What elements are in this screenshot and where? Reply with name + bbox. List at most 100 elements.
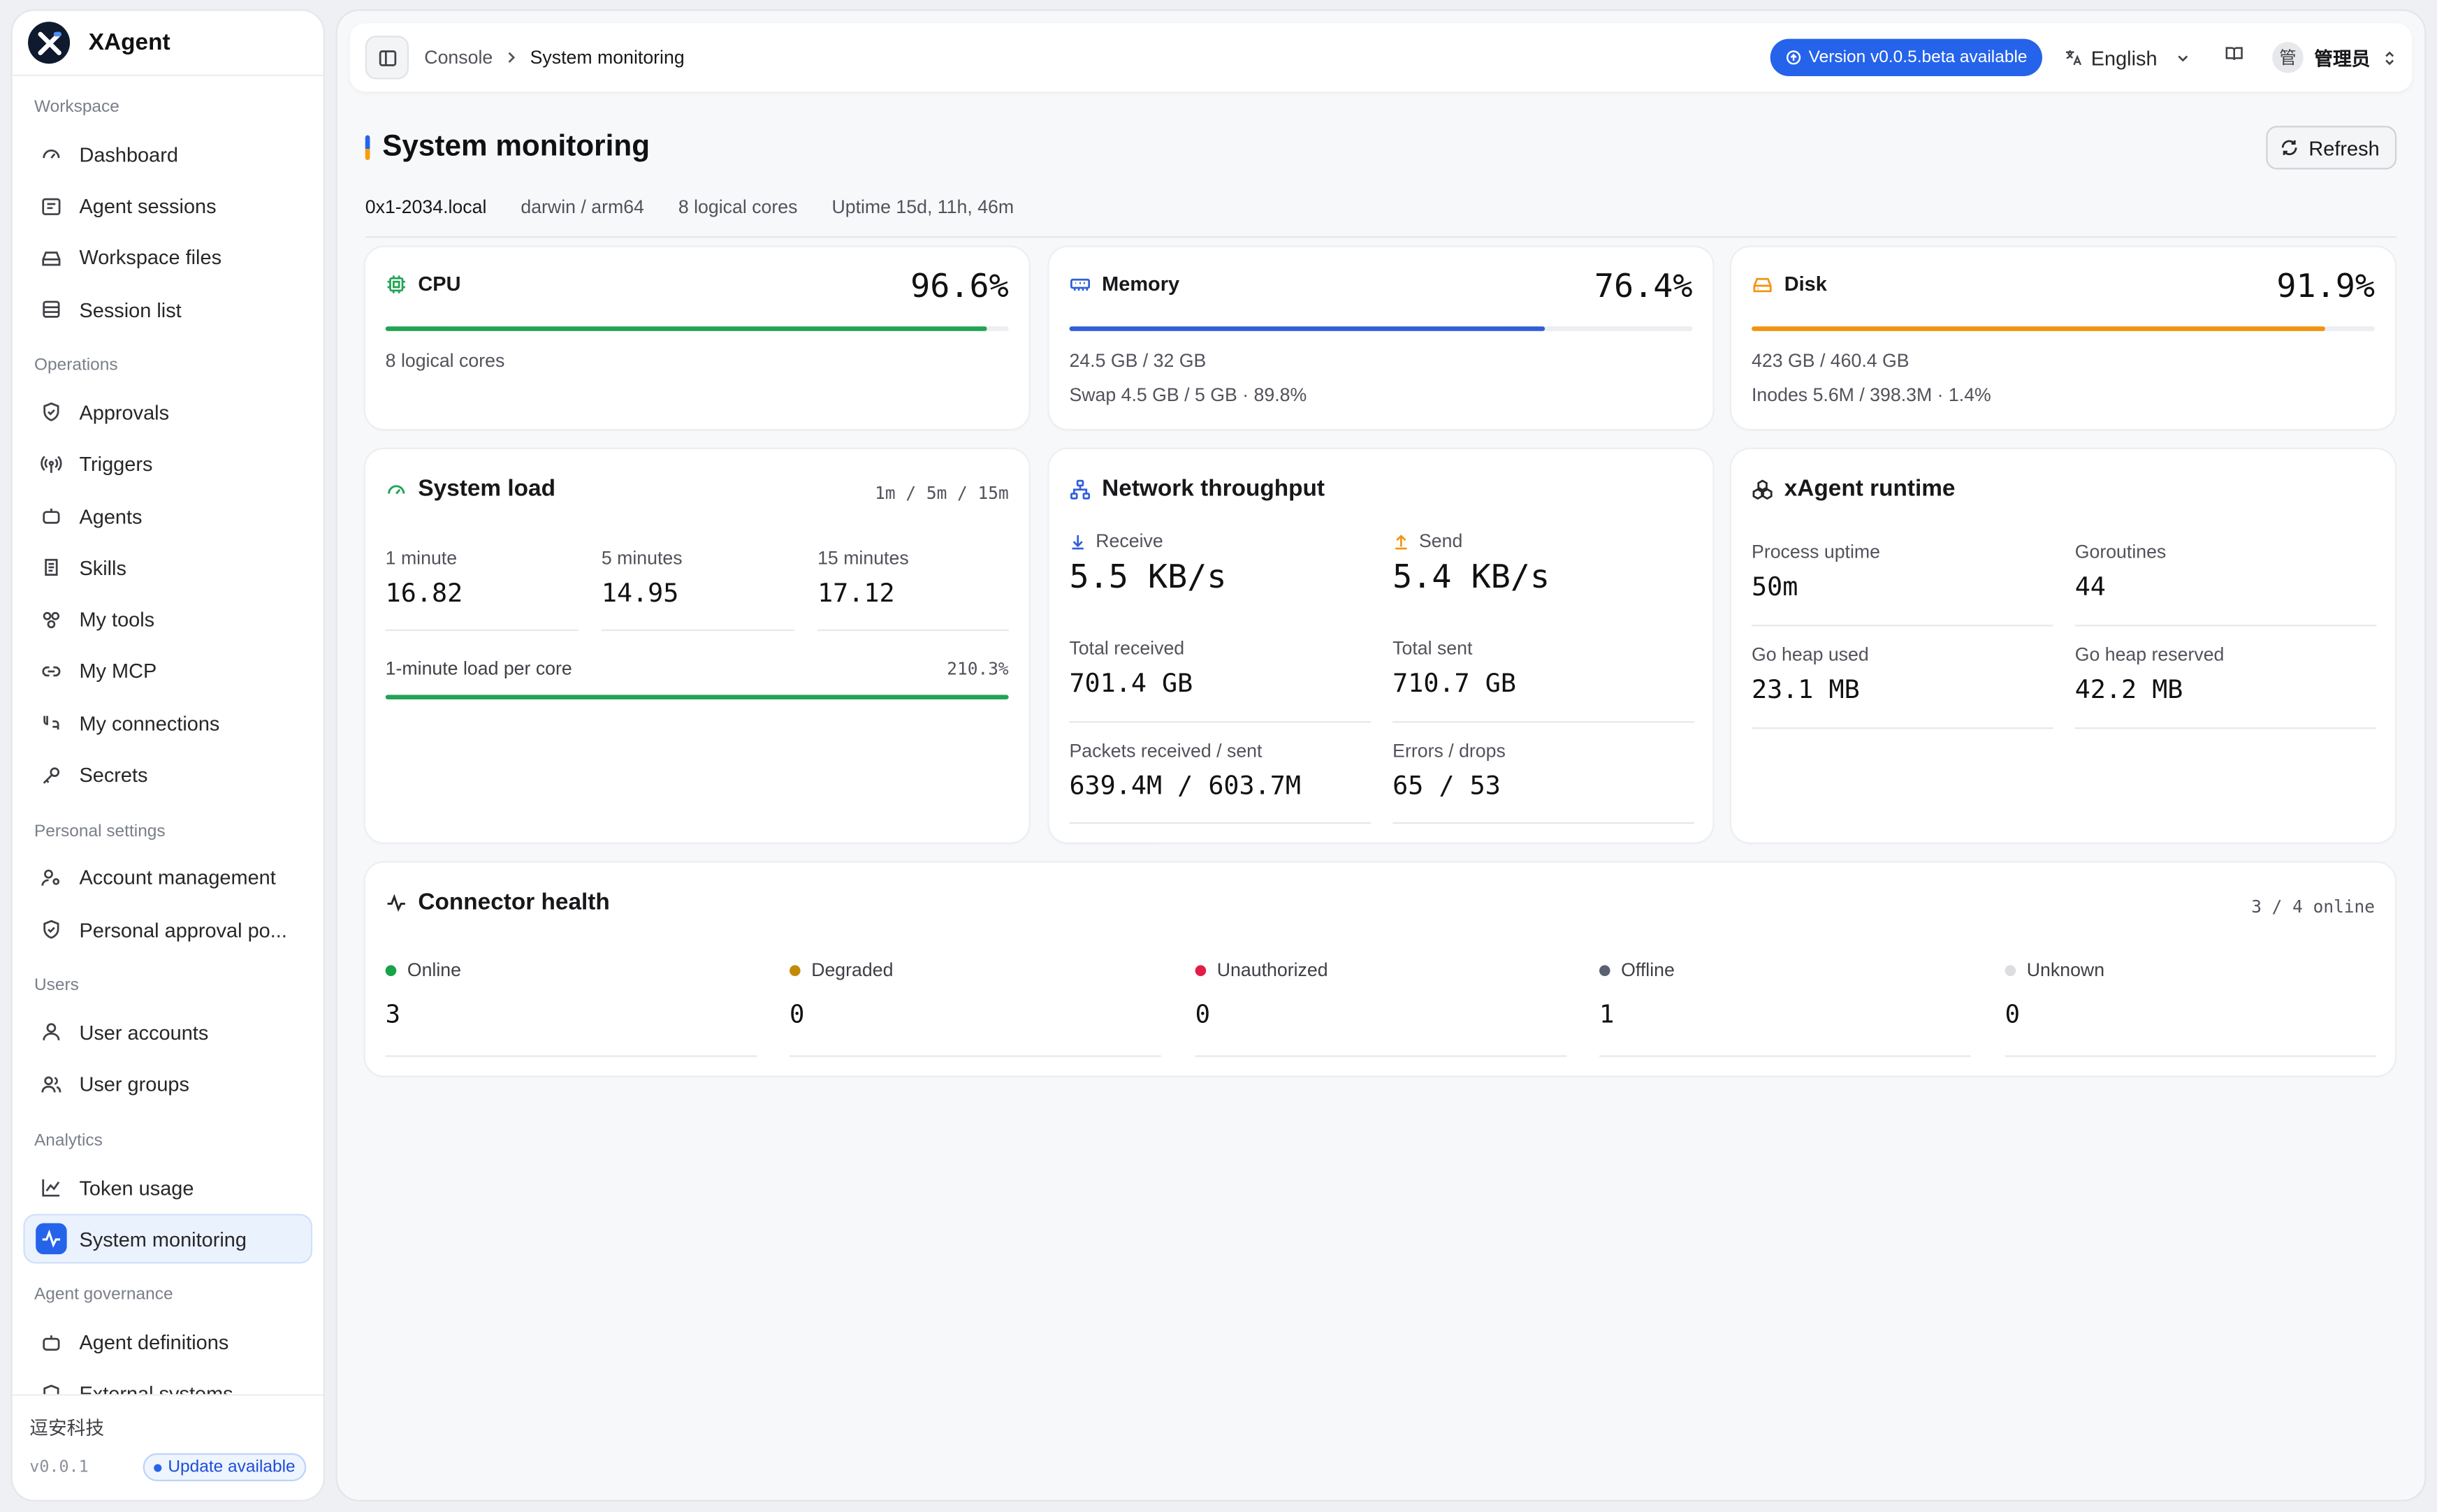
chevron-down-icon: [2178, 54, 2188, 61]
translate-icon: [2066, 50, 2082, 66]
total-sent-label: Total sent: [1392, 637, 1473, 660]
sidebar-item-account-management[interactable]: Account management: [23, 853, 312, 903]
total-received-label: Total received: [1069, 637, 1185, 660]
packets-label: Packets received / sent: [1069, 739, 1263, 762]
boxes-icon: [1752, 479, 1773, 500]
docs-button[interactable]: [2224, 43, 2244, 71]
process-uptime-cell: Process uptime 50m: [1752, 541, 2053, 627]
user-name: 管理员: [2314, 47, 2371, 69]
sidebar-nav: Workspace Dashboard Agent sessions Works…: [13, 76, 323, 1395]
plug-icon: [43, 716, 59, 730]
activity-icon: [36, 1223, 67, 1255]
sidebar-item-label: User groups: [79, 1073, 189, 1096]
memory-usage: 24.5 GB / 32 GB: [1069, 349, 1207, 372]
refresh-icon: [2282, 140, 2298, 156]
memory-icon: [1070, 277, 1091, 290]
sidebar-footer: 逗安科技 v0.0.1 Update available: [12, 1394, 323, 1499]
sidebar-item-skills[interactable]: Skills: [23, 543, 312, 593]
title-accent: [365, 135, 370, 161]
sidebar-item-session-list[interactable]: Session list: [23, 285, 312, 335]
breadcrumb: Console System monitoring: [424, 47, 684, 68]
load-windows: 1m / 5m / 15m: [875, 483, 1009, 504]
sidebar-item-agent-sessions[interactable]: Agent sessions: [23, 181, 312, 231]
sidebar-item-label: My tools: [79, 608, 155, 632]
sidebar-item-approvals[interactable]: Approvals: [23, 388, 312, 437]
sidebar-item-my-mcp[interactable]: My MCP: [23, 646, 312, 696]
platform: darwin / arm64: [521, 195, 644, 217]
sidebar-item-token-usage[interactable]: Token usage: [23, 1163, 312, 1212]
sidebar-item-personal-approval-policy[interactable]: Personal approval po...: [23, 905, 312, 954]
sidebar-item-dashboard[interactable]: Dashboard: [23, 129, 312, 179]
language-select[interactable]: English: [2065, 46, 2190, 69]
status-label: Unauthorized: [1216, 959, 1328, 981]
update-label: Update available: [168, 1458, 296, 1477]
total-received-cell: Total received 701.4 GB: [1069, 637, 1372, 723]
sidebar-item-label: My connections: [79, 711, 220, 735]
connector-health-title: Connector health: [386, 889, 610, 915]
nav-group-label: Workspace: [34, 98, 119, 117]
breadcrumb-console[interactable]: Console: [424, 46, 493, 68]
sidebar: XAgent Workspace Dashboard Agent session…: [12, 10, 323, 1500]
hostname: 0x1-2034.local: [365, 195, 487, 217]
status-unknown-cell: Unknown 0: [2005, 959, 2377, 1057]
shield-check-icon: [43, 920, 59, 939]
errors-label: Errors / drops: [1392, 739, 1506, 762]
user-menu[interactable]: 管 管理员: [2272, 42, 2396, 73]
app-version: v0.0.1: [29, 1458, 89, 1477]
sidebar-item-triggers[interactable]: Triggers: [23, 439, 312, 489]
shield-icon: [43, 1384, 59, 1395]
disk-card: Disk 91.9% 423 GB / 460.4 GB Inodes 5.6M…: [1731, 247, 2395, 429]
arrow-down-icon: [1072, 534, 1084, 549]
version-available-button[interactable]: Version v0.0.5.beta available: [1770, 38, 2043, 77]
page-title: System monitoring: [382, 130, 650, 163]
memory-swap: Swap 4.5 GB / 5 GB · 89.8%: [1069, 384, 1307, 406]
sidebar-item-external-systems[interactable]: External systems: [23, 1369, 312, 1395]
arrow-up-icon: [1395, 534, 1407, 549]
connector-online-summary: 3 / 4 online: [2251, 896, 2376, 917]
sidebar-item-label: Agents: [79, 504, 143, 528]
sidebar-item-label: Approvals: [79, 400, 170, 425]
refresh-button[interactable]: Refresh: [2267, 126, 2397, 170]
connector-health-card: Connector health 3 / 4 online Online 3 D…: [365, 862, 2395, 1076]
scroll-icon: [45, 559, 58, 576]
sidebar-item-agents[interactable]: Agents: [23, 491, 312, 541]
receive-rate: Receive 5.5 KB/s: [1069, 530, 1226, 595]
status-value: 0: [2005, 999, 2021, 1029]
sidebar-item-system-monitoring[interactable]: System monitoring: [23, 1214, 313, 1265]
runtime-title: xAgent runtime: [1752, 476, 1955, 502]
sidebar-item-my-tools[interactable]: My tools: [23, 595, 312, 644]
cpu-progress-bar: [385, 326, 1009, 331]
gauge-icon: [388, 484, 405, 494]
brand[interactable]: XAgent: [12, 11, 323, 77]
memory-card: Memory 76.4% 24.5 GB / 32 GB Swap 4.5 GB…: [1049, 247, 1713, 429]
sidebar-item-secrets[interactable]: Secrets: [23, 750, 312, 799]
sidebar-item-user-groups[interactable]: User groups: [23, 1060, 312, 1110]
sidebar-item-label: Workspace files: [79, 246, 222, 270]
sidebar-item-workspace-files[interactable]: Workspace files: [23, 233, 312, 282]
load-5m-label: 5 minutes: [601, 547, 683, 569]
memory-title: Memory: [1069, 272, 1179, 296]
sidebar-item-label: Session list: [79, 298, 182, 321]
status-value: 3: [385, 999, 401, 1029]
disk-progress-bar: [1752, 326, 2376, 331]
network-title: Network throughput: [1069, 476, 1325, 502]
sidebar-item-user-accounts[interactable]: User accounts: [23, 1008, 312, 1057]
update-available-badge[interactable]: Update available: [143, 1453, 307, 1481]
sidebar-item-label: Token usage: [79, 1175, 194, 1200]
sidebar-item-agent-definitions[interactable]: Agent definitions: [23, 1318, 312, 1367]
heap-reserved-cell: Go heap reserved 42.2 MB: [2074, 644, 2377, 729]
sidebar-item-label: Triggers: [79, 452, 153, 477]
status-online-cell: Online 3: [385, 959, 757, 1057]
uptime: Uptime 15d, 11h, 46m: [831, 195, 1014, 217]
sidebar-item-my-connections[interactable]: My connections: [23, 698, 312, 748]
cpu-icon: [387, 275, 405, 293]
cpu-title-label: CPU: [418, 272, 461, 296]
version-notice-label: Version v0.0.5.beta available: [1808, 48, 2028, 67]
network-card: Network throughput Receive 5.5 KB/s Send…: [1049, 449, 1713, 843]
status-dot-icon: [2005, 964, 2016, 975]
sidebar-toggle-button[interactable]: [365, 36, 409, 80]
sidebar-item-label: Agent sessions: [79, 194, 217, 218]
memory-progress-fill: [1069, 326, 1545, 331]
cpu-card: CPU 96.6% 8 logical cores: [365, 247, 1029, 429]
status-label: Offline: [1621, 959, 1675, 981]
